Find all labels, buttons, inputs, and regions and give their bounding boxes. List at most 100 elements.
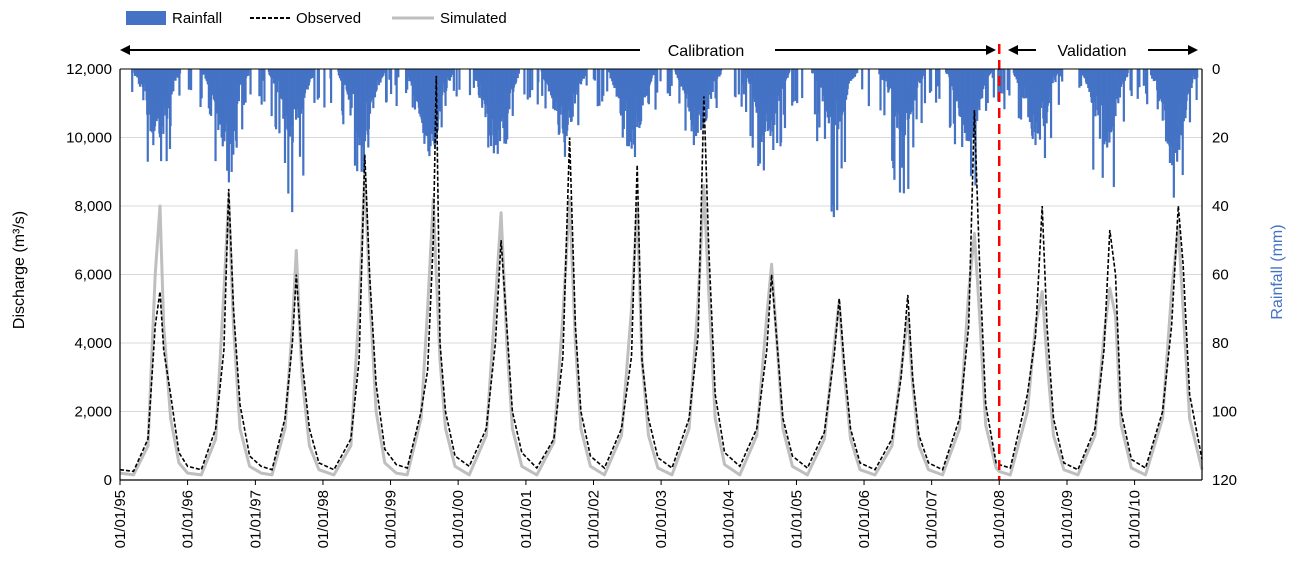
- rainfall-bar: [287, 69, 290, 194]
- rainfall-bar: [742, 69, 745, 95]
- rainfall-bar: [571, 69, 574, 117]
- rainfall-bar: [749, 69, 752, 137]
- rainfall-bar: [837, 69, 840, 130]
- rainfall-bar: [709, 69, 713, 99]
- rainfall-bar: [719, 69, 722, 75]
- x-tick-label: 01/01/00: [450, 490, 467, 548]
- rainfall-bar: [258, 69, 261, 97]
- rainfall-bar: [1177, 69, 1180, 150]
- rainfall-bar: [856, 69, 859, 73]
- rainfall-bar: [1130, 69, 1133, 97]
- rainfall-bar: [715, 69, 718, 108]
- rainfall-bar: [1112, 69, 1115, 187]
- rainfall-bar: [1146, 69, 1149, 105]
- rainfall-bar: [200, 69, 203, 99]
- rainfall-bar: [831, 69, 834, 205]
- rainfall-bar: [582, 69, 585, 79]
- rainfall-bar: [236, 69, 239, 104]
- rainfall-bar: [311, 69, 314, 77]
- rainfall-bar: [734, 69, 737, 98]
- rainfall-bar: [783, 69, 787, 129]
- rainfall-bar: [648, 69, 652, 84]
- x-tick-label: 01/01/07: [924, 490, 941, 548]
- rainfall-bar: [406, 69, 409, 90]
- rainfall-bar: [758, 69, 762, 164]
- rainfall-bar: [475, 69, 478, 81]
- rainfall-bar: [1031, 69, 1034, 139]
- rainfall-bar: [381, 69, 384, 78]
- rainfall-bar: [189, 69, 193, 91]
- rainfall-bar: [737, 69, 740, 95]
- rainfall-bar: [1178, 69, 1181, 150]
- rainfall-bar: [794, 69, 797, 101]
- rainfall-bar: [149, 69, 152, 132]
- rainfall-bar: [316, 69, 319, 100]
- y-axis-label: Discharge (m³/s): [11, 211, 28, 329]
- rainfall-bar: [1058, 69, 1061, 72]
- rainfall-bar: [313, 69, 316, 103]
- rainfall-bar: [621, 69, 624, 138]
- rainfall-bar: [647, 69, 650, 105]
- rainfall-bar: [299, 69, 303, 114]
- legend-observed-label: Observed: [296, 10, 361, 27]
- rainfall-bar: [762, 69, 765, 171]
- rainfall-bar: [138, 69, 142, 87]
- x-tick-label: 01/01/10: [1127, 490, 1144, 548]
- rainfall-bar: [516, 69, 519, 79]
- rainfall-bar: [440, 69, 443, 128]
- validation-arrowhead-right: [1188, 45, 1198, 55]
- rainfall-bar: [883, 69, 886, 116]
- rainfall-bar: [242, 69, 245, 105]
- rainfall-bar: [1046, 69, 1049, 106]
- rainfall-bar: [428, 69, 431, 157]
- rainfall-bar: [1142, 69, 1145, 86]
- rainfall-bar: [152, 69, 155, 146]
- y-tick-label: 8,000: [74, 198, 112, 215]
- rainfall-bar: [641, 69, 644, 106]
- rainfall-bar: [1117, 69, 1120, 96]
- rainfall-bar: [934, 69, 938, 103]
- y2-tick-label: 80: [1212, 335, 1229, 352]
- rainfall-bar: [633, 69, 637, 158]
- rainfall-bar: [861, 69, 864, 90]
- rainfall-bar: [162, 69, 165, 134]
- rainfall-bar: [263, 69, 266, 102]
- rainfall-bar: [536, 69, 539, 105]
- x-tick-label: 01/01/98: [315, 490, 332, 548]
- rainfall-bar: [308, 69, 311, 83]
- calibration-label: Calibration: [668, 43, 744, 60]
- rainfall-bar: [227, 69, 230, 183]
- y-tick-label: 0: [104, 472, 112, 489]
- rainfall-bar: [411, 69, 414, 108]
- rainfall-bar: [951, 69, 954, 87]
- rainfall-bar: [278, 69, 281, 134]
- rainfall-bar: [458, 69, 461, 90]
- rainfall-bar: [389, 69, 393, 95]
- rainfall-bar: [912, 69, 915, 148]
- rainfall-bar: [1043, 69, 1047, 159]
- rainfall-bar: [247, 69, 250, 76]
- rainfall-bar: [659, 69, 662, 82]
- rainfall-bar: [596, 69, 599, 107]
- rainfall-bar: [297, 69, 300, 118]
- rainfall-bar: [670, 69, 673, 86]
- rainfall-bar: [1022, 69, 1025, 99]
- rainfall-bar: [1196, 69, 1199, 78]
- rainfall-bar: [999, 69, 1003, 94]
- rainfall-bar: [915, 69, 918, 120]
- rainfall-bar: [528, 69, 532, 98]
- y2-tick-label: 40: [1212, 198, 1229, 215]
- rainfall-bar: [187, 69, 190, 90]
- rainfall-bar: [986, 69, 989, 104]
- rainfall-bar: [511, 69, 514, 116]
- rainfall-bar: [606, 69, 609, 92]
- rainfall-bar: [230, 69, 233, 172]
- rainfall-bar: [1194, 69, 1197, 77]
- rainfall-bar: [214, 69, 217, 162]
- rainfall-bar: [1079, 69, 1083, 86]
- rainfall-bar: [949, 69, 952, 126]
- rainfall-bar: [954, 69, 958, 102]
- x-tick-label: 01/01/01: [518, 490, 535, 548]
- y2-tick-label: 100: [1212, 404, 1237, 421]
